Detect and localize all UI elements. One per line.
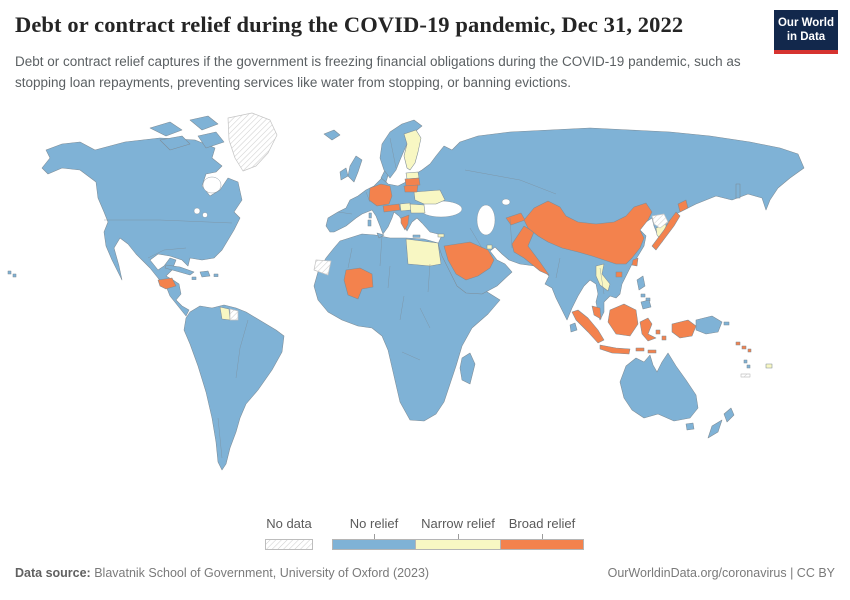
internal-borders-decoration [104, 137, 605, 459]
credit-link[interactable]: OurWorldinData.org/coronavirus | CC BY [607, 566, 835, 580]
legend-tick [457, 534, 459, 539]
country-japan-honshu [651, 211, 681, 251]
country-indonesia-maluku [655, 329, 661, 335]
country-egypt [405, 238, 442, 267]
countries-narrow-relief[interactable] [219, 129, 773, 369]
country-western-sahara [313, 259, 332, 276]
country-china [523, 200, 653, 265]
legend-color-bar: No relief Narrow relief Broad relief [332, 516, 584, 550]
chart-subtitle: Debt or contract relief captures if the … [15, 54, 741, 90]
country-indonesia-lesser-sunda [647, 349, 657, 354]
data-source-text: Blavatnik School of Government, Universi… [90, 566, 430, 580]
data-source-label: Data source: [15, 566, 91, 580]
legend-swatch-broad-relief[interactable] [500, 539, 584, 550]
legend-swatch-narrow-relief[interactable] [416, 539, 500, 550]
chart-footer: Data source: Blavatnik School of Governm… [15, 566, 835, 580]
country-solomon-islands [747, 348, 752, 353]
landmass-southeast-asia-islands[interactable] [636, 275, 751, 369]
landmass-oceania[interactable] [619, 352, 735, 439]
legend-no-data[interactable]: No data [265, 516, 313, 550]
country-suriname [229, 308, 239, 321]
country-ukraine [413, 189, 446, 205]
legend-segment-no-relief[interactable]: No relief [332, 516, 416, 550]
country-austria [382, 203, 401, 213]
country-lithuania [403, 184, 419, 193]
legend-no-data-swatch[interactable] [265, 539, 313, 550]
country-saudi-arabia [443, 241, 495, 281]
country-new-caledonia [740, 373, 751, 378]
country-indonesia-java [599, 344, 631, 355]
legend-tick [541, 534, 543, 539]
country-greece [400, 214, 410, 231]
country-hainan-china [615, 271, 623, 278]
country-greenland [227, 112, 278, 172]
country-solomon-islands [735, 341, 741, 346]
country-finland [403, 129, 422, 171]
country-germany [368, 183, 393, 207]
legend-swatch-no-relief[interactable] [332, 539, 416, 550]
country-solomon-islands [741, 345, 747, 350]
legend-label-no-relief: No relief [349, 516, 399, 531]
country-taiwan [631, 257, 639, 267]
owid-logo-box: Our World in Data [774, 10, 838, 50]
country-kuwait [486, 244, 493, 250]
country-hungary [399, 202, 412, 212]
country-fiji [765, 363, 773, 369]
legend-segment-narrow-relief[interactable]: Narrow relief [416, 516, 500, 550]
owid-logo-line1: Our World [777, 17, 834, 29]
country-romania [409, 203, 426, 214]
country-honduras [157, 277, 177, 290]
country-japan-hokkaido [677, 199, 689, 213]
landmass-north-america[interactable] [41, 115, 243, 317]
legend-no-data-label: No data [266, 516, 312, 531]
legend-segment-broad-relief[interactable]: Broad relief [500, 516, 584, 550]
legend-label-broad-relief: Broad relief [508, 516, 576, 531]
country-mali [343, 267, 374, 300]
country-indonesia-maluku [661, 335, 667, 341]
country-cyprus [437, 233, 445, 238]
country-indonesia-sumatra [571, 309, 605, 344]
landmass-caribbean[interactable] [7, 264, 219, 280]
country-malaysia-peninsula [591, 305, 602, 320]
country-indonesia-west-papua [671, 319, 697, 339]
country-latvia [404, 177, 421, 187]
country-indonesia-sulawesi [639, 317, 657, 342]
owid-logo-line2: in Data [786, 31, 826, 44]
country-indonesia-lesser-sunda [635, 347, 645, 352]
country-indonesia-malaysia-borneo [607, 303, 639, 337]
countries-broad-relief[interactable] [157, 177, 752, 355]
country-laos [595, 263, 611, 292]
water-bodies [193, 176, 511, 236]
landmass-south-america[interactable] [183, 304, 285, 471]
legend-label-narrow-relief: Narrow relief [421, 516, 495, 531]
legend-tick [373, 534, 375, 539]
data-source: Data source: Blavatnik School of Governm… [15, 566, 429, 580]
owid-logo-stripe [774, 49, 838, 54]
page-title: Debt or contract relief during the COVID… [15, 12, 684, 37]
world-map [0, 108, 850, 510]
countries-no-data[interactable] [227, 112, 751, 378]
country-north-korea [651, 213, 669, 229]
owid-logo: Our World in Data [774, 10, 838, 54]
map-legend: No data No relief Narrow relief [265, 516, 584, 550]
